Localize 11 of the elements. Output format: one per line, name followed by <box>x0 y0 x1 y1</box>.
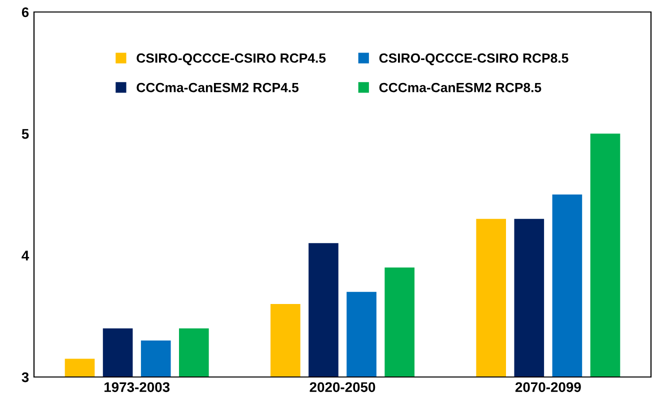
y-tick-label: 3 <box>22 372 29 382</box>
legend-label: CSIRO-QCCCE-CSIRO RCP8.5 <box>379 53 568 66</box>
y-tick-label: 5 <box>22 129 29 139</box>
legend-label: CSIRO-QCCCE-CSIRO RCP4.5 <box>136 53 326 66</box>
legend-label: CCCma-CanESM2 RCP4.5 <box>136 82 299 92</box>
x-tick-label: 2020-2050 <box>310 382 376 392</box>
x-tick-label: 2070-2099 <box>515 382 581 392</box>
y-tick-label: 6 <box>22 7 29 18</box>
legend-label: CCCma-CanESM2 RCP8.5 <box>379 82 542 92</box>
x-tick-label: 1973-2003 <box>104 382 170 392</box>
y-tick-label: 4 <box>22 250 30 260</box>
